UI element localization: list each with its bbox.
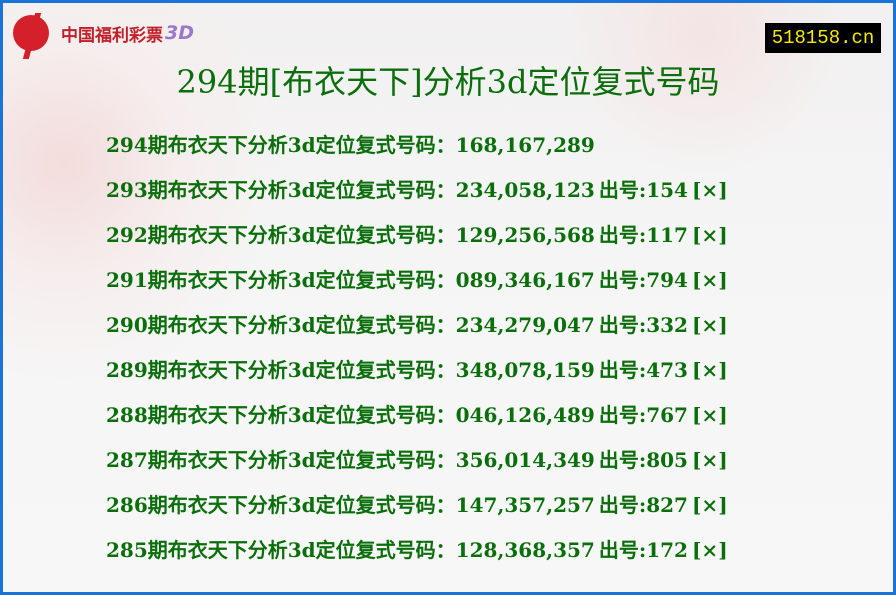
- welfare-lottery-logo-icon: [13, 15, 49, 51]
- logo-text: 中国福利彩票: [61, 25, 163, 46]
- list-item: 290期布衣天下分析3d定位复式号码：234,279,047 出号:332 [×]: [106, 310, 728, 355]
- row-numbers: 128,368,357: [455, 538, 595, 562]
- row-result: 出号:767: [598, 403, 688, 427]
- row-result: 出号:794: [598, 268, 688, 292]
- row-numbers: 234,058,123: [455, 178, 595, 202]
- row-numbers: 348,078,159: [455, 358, 595, 382]
- row-label: 285期布衣天下分析3d定位复式号码：: [106, 538, 456, 562]
- row-mark: [×]: [691, 493, 728, 517]
- row-mark: [×]: [691, 178, 728, 202]
- site-badge: 518158.cn: [765, 23, 881, 53]
- list-item: 289期布衣天下分析3d定位复式号码：348,078,159 出号:473 [×]: [106, 355, 728, 400]
- row-result: 出号:172: [598, 538, 688, 562]
- row-label: 289期布衣天下分析3d定位复式号码：: [106, 358, 456, 382]
- page-title: 294期[布衣天下]分析3d定位复式号码: [176, 63, 720, 101]
- row-mark: [×]: [691, 358, 728, 382]
- row-result: 出号:117: [598, 223, 688, 247]
- list-item: 294期布衣天下分析3d定位复式号码：168,167,289: [106, 130, 728, 175]
- list-item: 288期布衣天下分析3d定位复式号码：046,126,489 出号:767 [×]: [106, 400, 728, 445]
- row-numbers: 089,346,167: [455, 268, 595, 292]
- row-numbers: 046,126,489: [455, 403, 595, 427]
- row-result: 出号:154: [598, 178, 688, 202]
- row-label: 291期布衣天下分析3d定位复式号码：: [106, 268, 456, 292]
- prediction-list: 294期布衣天下分析3d定位复式号码：168,167,289 293期布衣天下分析…: [106, 130, 728, 580]
- lottery-logo: 中国福利彩票 3D: [13, 15, 194, 51]
- row-label: 288期布衣天下分析3d定位复式号码：: [106, 403, 456, 427]
- row-mark: [×]: [691, 313, 728, 337]
- list-item: 292期布衣天下分析3d定位复式号码：129,256,568 出号:117 [×]: [106, 220, 728, 265]
- row-label: 290期布衣天下分析3d定位复式号码：: [106, 313, 456, 337]
- row-result: 出号:805: [598, 448, 688, 472]
- row-result: 出号:332: [598, 313, 688, 337]
- list-item: 286期布衣天下分析3d定位复式号码：147,357,257 出号:827 [×]: [106, 490, 728, 535]
- logo-suffix: 3D: [165, 22, 194, 44]
- row-mark: [×]: [691, 268, 728, 292]
- row-numbers: 147,357,257: [455, 493, 595, 517]
- row-mark: [×]: [691, 223, 728, 247]
- row-numbers: 129,256,568: [455, 223, 595, 247]
- list-item: 293期布衣天下分析3d定位复式号码：234,058,123 出号:154 [×]: [106, 175, 728, 220]
- row-result: 出号:473: [598, 358, 688, 382]
- row-mark: [×]: [691, 403, 728, 427]
- row-label: 294期布衣天下分析3d定位复式号码：: [106, 133, 456, 157]
- row-numbers: 356,014,349: [455, 448, 595, 472]
- row-label: 293期布衣天下分析3d定位复式号码：: [106, 178, 456, 202]
- list-item: 285期布衣天下分析3d定位复式号码：128,368,357 出号:172 [×]: [106, 535, 728, 580]
- row-numbers: 168,167,289: [455, 133, 595, 157]
- list-item: 287期布衣天下分析3d定位复式号码：356,014,349 出号:805 [×]: [106, 445, 728, 490]
- row-numbers: 234,279,047: [455, 313, 595, 337]
- row-result: 出号:827: [598, 493, 688, 517]
- row-label: 287期布衣天下分析3d定位复式号码：: [106, 448, 456, 472]
- list-item: 291期布衣天下分析3d定位复式号码：089,346,167 出号:794 [×]: [106, 265, 728, 310]
- row-mark: [×]: [691, 538, 728, 562]
- row-label: 292期布衣天下分析3d定位复式号码：: [106, 223, 456, 247]
- row-mark: [×]: [691, 448, 728, 472]
- row-label: 286期布衣天下分析3d定位复式号码：: [106, 493, 456, 517]
